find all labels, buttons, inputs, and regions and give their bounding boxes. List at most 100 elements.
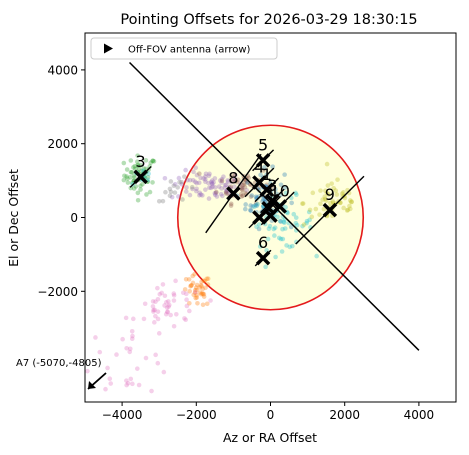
scatter-point-cloud-9 bbox=[160, 198, 166, 204]
scatter-point-cloud-1 bbox=[203, 179, 208, 185]
scatter-point-cloud-4 bbox=[306, 209, 312, 215]
scatter-point-cloud-9 bbox=[179, 179, 184, 185]
scatter-point-cloud-2 bbox=[242, 184, 248, 190]
scatter-point-cloud-2 bbox=[213, 189, 219, 195]
scatter-point-cloud-4 bbox=[280, 226, 285, 232]
scatter-point-cloud-1 bbox=[190, 177, 196, 183]
scatter-point-cloud-8 bbox=[156, 331, 162, 336]
scatter-point-cloud-7 bbox=[130, 333, 135, 339]
scatter-point-cloud-7 bbox=[166, 302, 172, 308]
scatter-point-cloud-6 bbox=[200, 290, 205, 296]
scatter-point-cloud-3 bbox=[248, 207, 253, 213]
scatter-point-cloud-6 bbox=[183, 276, 189, 282]
antenna-marker-9 bbox=[252, 210, 267, 225]
scatter-point-cloud-1 bbox=[196, 180, 202, 186]
scatter-point-cloud-5 bbox=[321, 206, 327, 212]
scatter-point-cloud-9 bbox=[167, 186, 173, 192]
scatter-point-cloud-4 bbox=[278, 236, 284, 242]
scatter-point-cloud-6 bbox=[198, 283, 204, 288]
scatter-point-cloud-3 bbox=[256, 194, 262, 199]
scatter-point-cloud-7 bbox=[173, 278, 178, 284]
scatter-point-cloud-1 bbox=[244, 188, 250, 193]
scatter-point-cloud-4 bbox=[293, 220, 299, 226]
scatter-point-cloud-1 bbox=[203, 171, 209, 177]
scatter-point-cloud-5 bbox=[300, 201, 306, 206]
scatter-point-cloud-4 bbox=[256, 222, 262, 227]
scatter-point-cloud-6 bbox=[194, 282, 200, 288]
trajectory-line bbox=[128, 61, 420, 351]
scatter-point-cloud-7 bbox=[165, 309, 170, 315]
scatter-point-cloud-4 bbox=[252, 204, 257, 209]
scatter-point-cloud-7 bbox=[171, 291, 177, 296]
scatter-point-cloud-8 bbox=[127, 349, 133, 355]
scatter-point-cloud-4 bbox=[272, 233, 277, 238]
scatter-point-cloud-5 bbox=[301, 222, 307, 227]
scatter-point-cloud-0 bbox=[138, 162, 143, 168]
scatter-point-cloud-2 bbox=[228, 203, 234, 208]
x-tick-label-0: −4000 bbox=[102, 408, 143, 422]
y-tick-label-0: −2000 bbox=[37, 285, 78, 299]
scatter-point-cloud-7 bbox=[163, 311, 169, 317]
scatter-point-cloud-1 bbox=[219, 180, 224, 185]
scatter-point-cloud-7 bbox=[150, 304, 156, 309]
scatter-point-cloud-2 bbox=[229, 174, 234, 180]
scatter-point-cloud-0 bbox=[138, 187, 143, 192]
scatter-point-cloud-1 bbox=[176, 175, 182, 181]
scatter-point-cloud-7 bbox=[153, 313, 158, 319]
scatter-point-cloud-1 bbox=[206, 180, 211, 186]
scatter-point-cloud-6 bbox=[186, 277, 192, 282]
scatter-point-cloud-5 bbox=[329, 181, 334, 186]
scatter-point-cloud-1 bbox=[240, 185, 245, 191]
scatter-point-cloud-0 bbox=[122, 173, 127, 179]
scatter-point-cloud-7 bbox=[168, 312, 173, 318]
scatter-point-cloud-1 bbox=[232, 184, 237, 190]
scatter-point-cloud-6 bbox=[194, 292, 199, 298]
scatter-point-cloud-1 bbox=[222, 182, 228, 188]
scatter-point-cloud-5 bbox=[318, 201, 323, 207]
scatter-point-cloud-8 bbox=[129, 336, 135, 341]
y-axis-label: El or Dec Offset bbox=[6, 169, 21, 267]
scatter-point-cloud-7 bbox=[141, 316, 147, 322]
scatter-point-cloud-5 bbox=[322, 196, 328, 202]
scatter-point-cloud-1 bbox=[162, 175, 168, 181]
scatter-point-cloud-0 bbox=[148, 160, 154, 166]
scatter-point-cloud-4 bbox=[267, 223, 273, 229]
scatter-point-cloud-2 bbox=[261, 168, 266, 173]
scatter-point-cloud-0 bbox=[147, 189, 153, 195]
scatter-point-cloud-2 bbox=[224, 191, 229, 196]
scatter-point-cloud-1 bbox=[210, 184, 215, 189]
scatter-point-cloud-5 bbox=[318, 188, 323, 193]
scatter-point-cloud-5 bbox=[330, 199, 336, 204]
scatter-point-cloud-3 bbox=[282, 185, 288, 190]
scatter-point-cloud-4 bbox=[266, 226, 272, 232]
scatter-point-cloud-0 bbox=[145, 174, 151, 180]
scatter-point-cloud-1 bbox=[203, 187, 208, 192]
scatter-point-cloud-6 bbox=[201, 294, 207, 299]
scatter-point-cloud-0 bbox=[131, 165, 136, 170]
scatter-point-cloud-8 bbox=[120, 336, 125, 342]
scatter-point-cloud-7 bbox=[184, 291, 189, 297]
scatter-point-cloud-6 bbox=[197, 285, 202, 290]
scatter-point-cloud-2 bbox=[238, 192, 244, 197]
antenna-label-11: 6 bbox=[258, 233, 268, 252]
scatter-point-cloud-2 bbox=[264, 182, 269, 188]
scatter-point-cloud-5 bbox=[345, 207, 351, 213]
scatter-point-cloud-4 bbox=[254, 224, 259, 229]
scatter-point-cloud-0 bbox=[138, 183, 143, 189]
scatter-point-cloud-1 bbox=[200, 193, 205, 198]
scatter-point-cloud-9 bbox=[180, 197, 185, 202]
scatter-point-cloud-4 bbox=[255, 201, 260, 207]
scatter-point-cloud-3 bbox=[289, 200, 295, 206]
scatter-point-cloud-8 bbox=[108, 381, 114, 386]
scatter-point-cloud-4 bbox=[293, 190, 298, 196]
antenna-label-5: 3 bbox=[267, 176, 277, 195]
scatter-point-cloud-6 bbox=[201, 291, 207, 297]
scatter-point-cloud-2 bbox=[239, 194, 244, 199]
scatter-point-cloud-4 bbox=[276, 235, 282, 241]
scatter-point-cloud-3 bbox=[256, 188, 262, 193]
scatter-point-cloud-6 bbox=[189, 283, 194, 288]
scatter-point-cloud-1 bbox=[223, 189, 229, 195]
scatter-point-cloud-1 bbox=[191, 169, 196, 175]
scatter-point-cloud-1 bbox=[185, 177, 190, 183]
scatter-point-cloud-2 bbox=[243, 192, 249, 197]
